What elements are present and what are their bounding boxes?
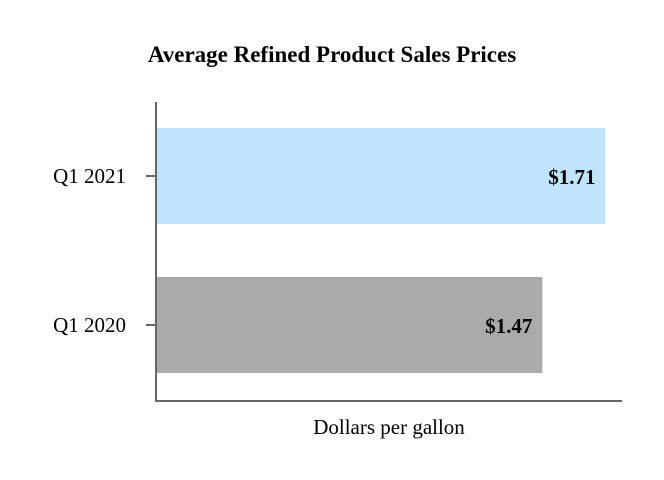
bar-value-label: $1.71	[548, 165, 595, 189]
bar-value-label: $1.47	[485, 314, 532, 338]
bar-group: Q1 2021 $1.71 Q1 2020 $1.47	[53, 128, 606, 373]
y-tick-label: Q1 2021	[53, 164, 126, 188]
x-axis-label: Dollars per gallon	[313, 415, 465, 439]
y-tick-label: Q1 2020	[53, 313, 126, 337]
chart-title: Average Refined Product Sales Prices	[148, 42, 516, 67]
bar-q1-2021	[156, 128, 606, 224]
bar-q1-2020	[156, 277, 543, 373]
